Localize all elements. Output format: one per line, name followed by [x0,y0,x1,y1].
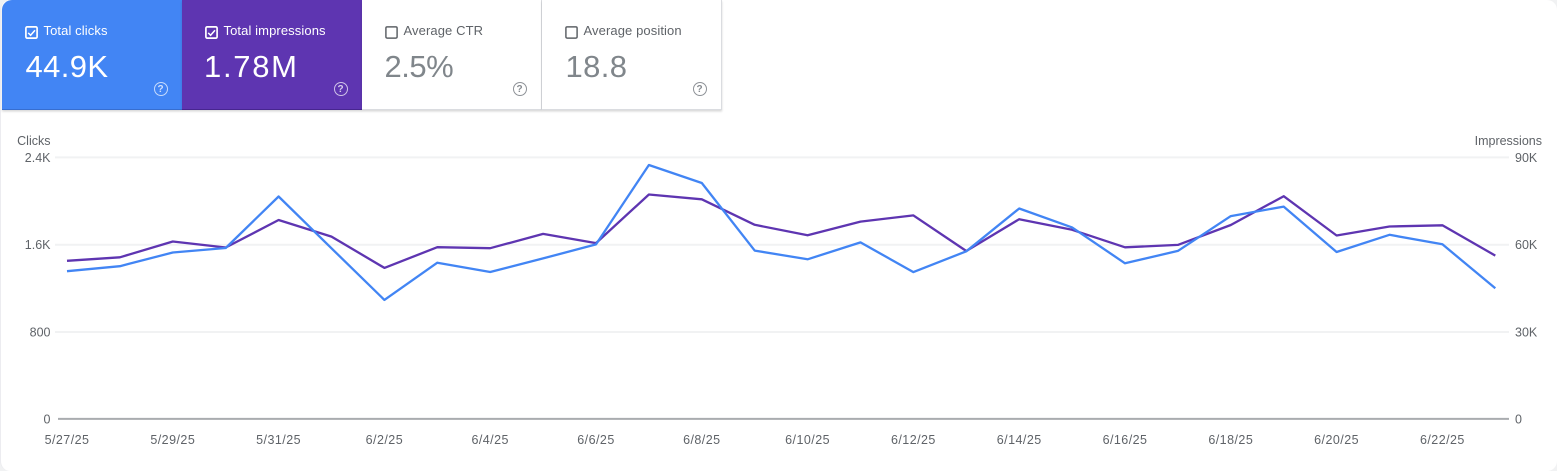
svg-text:6/12/25: 6/12/25 [891,433,936,447]
svg-text:0: 0 [1515,412,1522,426]
svg-text:6/14/25: 6/14/25 [997,433,1042,447]
svg-text:5/31/25: 5/31/25 [256,433,301,447]
svg-text:60K: 60K [1515,238,1538,252]
svg-text:6/22/25: 6/22/25 [1420,433,1465,447]
svg-text:Impressions: Impressions [1475,134,1542,148]
svg-text:1.6K: 1.6K [25,238,51,252]
svg-text:6/18/25: 6/18/25 [1208,433,1253,447]
svg-text:6/6/25: 6/6/25 [577,433,614,447]
svg-text:30K: 30K [1515,325,1538,339]
svg-text:6/8/25: 6/8/25 [683,433,720,447]
svg-text:6/16/25: 6/16/25 [1103,433,1148,447]
svg-text:0: 0 [44,412,51,426]
svg-text:5/27/25: 5/27/25 [45,433,90,447]
svg-text:6/20/25: 6/20/25 [1314,433,1359,447]
svg-text:Clicks: Clicks [17,134,50,148]
svg-text:90K: 90K [1515,151,1538,165]
svg-text:6/4/25: 6/4/25 [471,433,508,447]
svg-text:800: 800 [30,325,51,339]
svg-text:6/10/25: 6/10/25 [785,433,830,447]
svg-text:6/2/25: 6/2/25 [366,433,403,447]
svg-text:2.4K: 2.4K [25,151,51,165]
svg-text:5/29/25: 5/29/25 [150,433,195,447]
